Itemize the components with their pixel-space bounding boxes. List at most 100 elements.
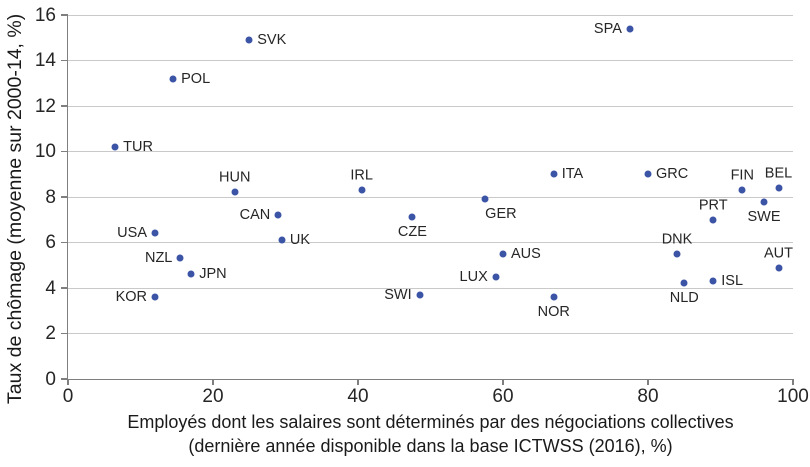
x-axis-title-line1: Employés dont les salaires sont détermin… xyxy=(127,412,734,432)
data-point-HUN xyxy=(231,188,239,196)
x-tick-label-60: 60 xyxy=(492,386,514,407)
data-point-DNK xyxy=(673,250,681,258)
y-tick-label-4: 4 xyxy=(45,277,56,299)
y-tick-label-12: 12 xyxy=(34,95,56,117)
data-point-NOR xyxy=(550,293,558,301)
point-label-NOR: NOR xyxy=(537,304,570,321)
y-tick-0 xyxy=(61,378,68,380)
data-point-IRL xyxy=(358,186,366,194)
point-label-FIN: FIN xyxy=(730,167,754,184)
y-tick-label-10: 10 xyxy=(34,141,56,162)
point-label-ITA: ITA xyxy=(561,166,584,182)
point-label-AUS: AUS xyxy=(511,245,541,262)
x-tick-100 xyxy=(792,379,794,385)
x-tick-60 xyxy=(502,379,504,385)
point-label-AUT: AUT xyxy=(764,245,793,262)
x-tick-label-40: 40 xyxy=(347,386,369,407)
gridline-y-6 xyxy=(68,242,793,243)
point-label-IRL: IRL xyxy=(350,167,373,184)
point-label-TUR: TUR xyxy=(123,138,153,155)
data-point-FIN xyxy=(738,186,746,194)
data-point-GER xyxy=(481,195,489,203)
data-point-AUT xyxy=(775,264,782,272)
data-point-USA xyxy=(151,229,159,237)
point-label-SVK: SVK xyxy=(257,31,287,48)
data-point-JPN xyxy=(187,270,195,278)
y-tick-label-0: 0 xyxy=(45,368,56,390)
data-point-GRC xyxy=(644,170,652,178)
x-axis-line xyxy=(67,378,793,380)
point-label-LUX: LUX xyxy=(459,268,488,285)
y-tick-4 xyxy=(61,287,68,289)
x-tick-label-80: 80 xyxy=(637,386,659,407)
data-point-NLD xyxy=(680,279,688,287)
data-point-BEL xyxy=(775,184,782,192)
point-label-PRT: PRT xyxy=(698,197,728,214)
y-tick-2 xyxy=(61,332,68,335)
data-point-SWE xyxy=(760,198,768,206)
x-tick-label-20: 20 xyxy=(202,386,224,407)
y-tick-label-8: 8 xyxy=(45,186,56,208)
point-label-CAN: CAN xyxy=(239,206,271,223)
x-axis-title-line2: (dernière année disponible dans la base … xyxy=(188,436,673,456)
y-tick-14 xyxy=(61,59,68,62)
gridline-y-10 xyxy=(68,151,793,152)
point-label-SWI: SWI xyxy=(384,286,412,303)
point-label-KOR: KOR xyxy=(115,288,147,305)
data-point-LUX xyxy=(492,273,500,281)
point-label-HUN: HUN xyxy=(219,169,251,186)
gridline-y-2 xyxy=(68,333,793,334)
gridline-y-8 xyxy=(68,196,793,198)
y-tick-label-6: 6 xyxy=(45,232,56,253)
point-label-NZL: NZL xyxy=(144,250,173,267)
data-point-TUR xyxy=(111,143,119,151)
point-label-GER: GER xyxy=(485,206,517,223)
point-label-USA: USA xyxy=(117,225,147,242)
data-point-UK xyxy=(278,236,286,244)
y-tick-6 xyxy=(61,241,68,244)
point-label-BEL: BEL xyxy=(764,165,793,182)
data-point-SVK xyxy=(245,36,253,44)
x-tick-label-0: 0 xyxy=(62,386,74,407)
data-point-ISL xyxy=(709,277,717,285)
gridline-y-16 xyxy=(68,14,793,16)
x-axis-title: Employés dont les salaires sont détermin… xyxy=(68,410,793,458)
x-tick-0 xyxy=(67,379,69,385)
gridline-y-12 xyxy=(68,105,793,107)
x-tick-label-100: 100 xyxy=(777,386,809,407)
data-point-ITA xyxy=(550,170,558,178)
data-point-SWI xyxy=(416,291,424,299)
point-label-SWE: SWE xyxy=(747,208,781,225)
y-tick-label-2: 2 xyxy=(45,323,56,344)
point-label-NLD: NLD xyxy=(669,290,699,307)
y-tick-10 xyxy=(61,150,68,153)
x-tick-40 xyxy=(357,379,359,385)
y-tick-label-14: 14 xyxy=(34,50,56,71)
data-point-SPA xyxy=(626,25,634,33)
point-label-DNK: DNK xyxy=(661,231,693,248)
point-label-SPA: SPA xyxy=(593,20,622,37)
data-point-NZL xyxy=(176,254,184,262)
y-tick-16 xyxy=(61,14,68,16)
x-tick-80 xyxy=(647,379,649,385)
y-axis-title: Taux de chômage (moyenne sur 2000-14, %) xyxy=(4,13,26,404)
point-label-UK: UK xyxy=(289,231,311,248)
data-point-CAN xyxy=(274,211,282,219)
plot-area: 0 2 4 6 8 10 12 14 16 0 20 40 60 80 100 TUR KOR USA POL NZL… xyxy=(35,5,809,408)
gridline-y-4 xyxy=(68,287,793,289)
point-label-JPN: JPN xyxy=(199,266,227,283)
y-tick-12 xyxy=(61,105,68,107)
point-label-POL: POL xyxy=(181,70,211,87)
point-label-ISL: ISL xyxy=(721,272,744,289)
data-point-AUS xyxy=(499,250,507,258)
y-tick-label-16: 16 xyxy=(34,4,56,26)
data-point-CZE xyxy=(408,213,416,221)
gridline-y-14 xyxy=(68,60,793,61)
point-label-CZE: CZE xyxy=(397,224,427,241)
point-label-GRC: GRC xyxy=(656,166,689,182)
data-point-PRT xyxy=(709,216,717,224)
x-tick-20 xyxy=(212,379,214,385)
data-point-KOR xyxy=(151,293,159,301)
y-tick-8 xyxy=(61,196,68,198)
